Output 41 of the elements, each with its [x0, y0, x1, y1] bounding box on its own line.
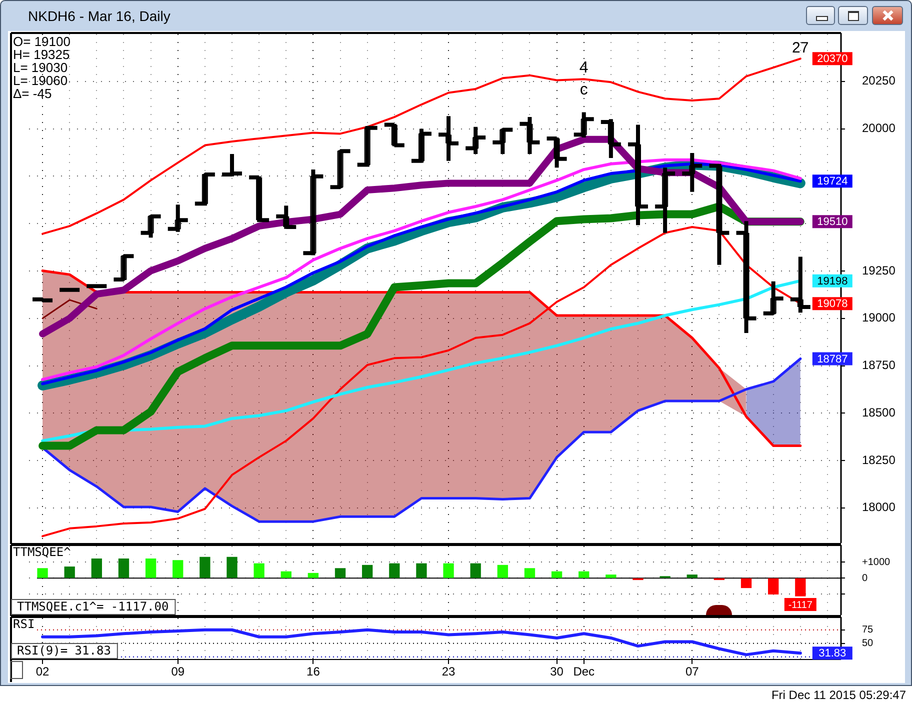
y-tick-label: 20250	[862, 74, 896, 88]
y-tick-label: 19250	[862, 263, 896, 278]
annotation: O= 19100	[13, 34, 70, 50]
data-label: 20370	[817, 53, 848, 66]
y-tick-label: 18250	[862, 452, 896, 467]
x-tick-label: 09	[171, 664, 185, 679]
y-tick-label: 50	[862, 638, 874, 650]
chart-title: RSI	[13, 617, 35, 632]
chart-title: NKDH6 - Mar 16, Daily	[28, 8, 170, 24]
x-tick-label: 02	[36, 664, 50, 679]
data-label: -1117	[788, 600, 813, 611]
y-tick-label: 0	[862, 572, 868, 584]
y-tick-label: 75	[862, 624, 874, 636]
x-tick-label: 16	[306, 664, 320, 679]
annotation: L= 19060	[13, 73, 68, 88]
chart-title: TTMSQEE^	[13, 545, 71, 560]
data-label: 19724	[817, 176, 848, 188]
data-label: 18787	[817, 353, 848, 366]
annotation: H= 19325	[13, 47, 70, 62]
text: Fri Dec 11 2015 05:29:47	[771, 688, 906, 702]
y-tick-label: +1000	[862, 556, 891, 568]
annotation: RSI(9)= 31.83	[17, 644, 111, 658]
annotation: c	[580, 82, 588, 99]
y-tick-label: 18500	[862, 405, 896, 420]
x-tick-label: Dec	[573, 664, 595, 679]
annotation: 4	[579, 60, 588, 77]
annotation: TTMSQEE.c1^= -1117.00	[17, 600, 169, 614]
data-label: 31.83	[818, 648, 846, 660]
annotation: Δ= -45	[13, 86, 52, 102]
y-tick-label: 18750	[862, 358, 896, 372]
data-label: 19198	[817, 275, 848, 288]
x-tick-label: 07	[685, 664, 700, 679]
annotation: L= 19030	[13, 60, 68, 76]
data-label: 19078	[817, 298, 848, 310]
x-tick-label: 30	[550, 664, 564, 679]
y-tick-label: 20000	[862, 121, 896, 136]
x-tick-label: 23	[442, 664, 456, 679]
y-tick-label: 19000	[862, 310, 896, 325]
data-label: 19510	[817, 216, 848, 228]
y-tick-label: 18000	[862, 500, 896, 514]
annotation: 27	[792, 39, 809, 56]
